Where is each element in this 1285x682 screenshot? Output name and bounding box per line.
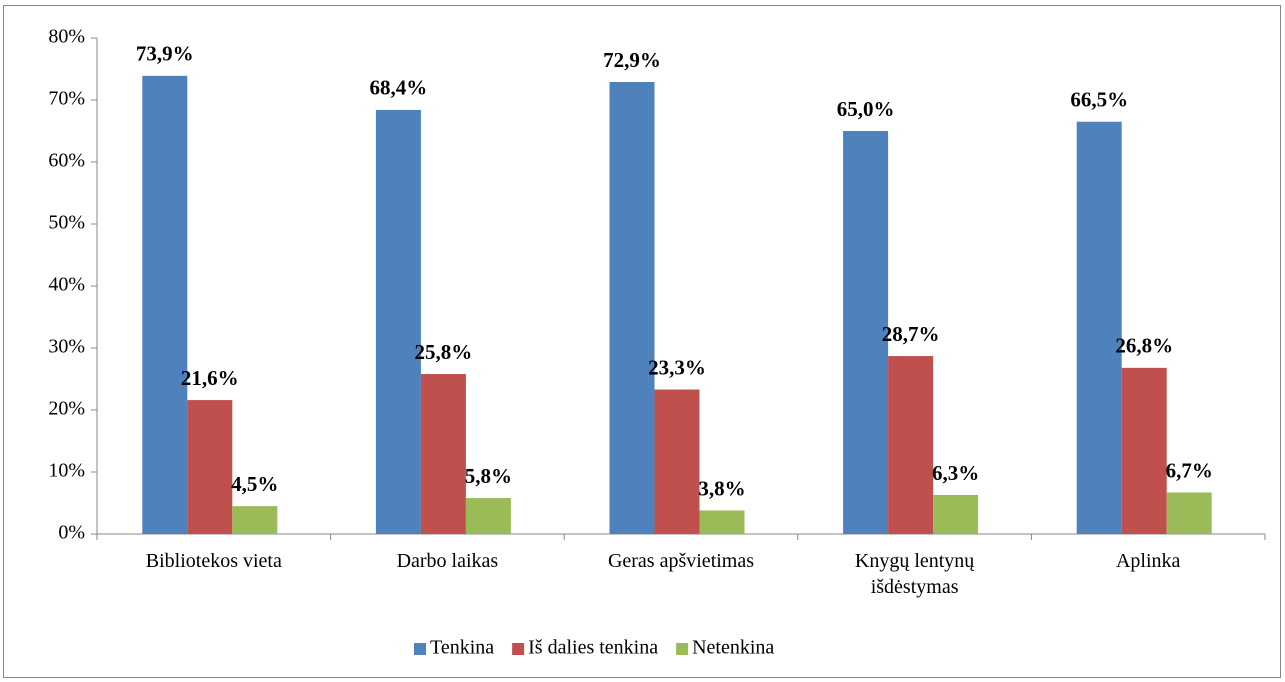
data-label: 4,5% <box>231 472 278 496</box>
bar <box>654 389 700 534</box>
x-tick-label-box: Aplinka <box>1115 550 1181 572</box>
bar <box>888 356 934 534</box>
bar <box>699 510 745 534</box>
bar <box>375 109 421 535</box>
y-tick-label: 40% <box>48 274 85 296</box>
bar <box>142 75 188 534</box>
y-tick-label: 80% <box>48 26 85 48</box>
bar <box>1076 121 1122 534</box>
data-label: 25,8% <box>415 340 473 364</box>
x-tick-label: Bibliotekos vieta <box>145 550 282 572</box>
data-label: 72,9% <box>603 48 661 72</box>
data-label: 73,9% <box>136 42 194 66</box>
x-tick-label-box: Bibliotekos vieta <box>145 550 282 572</box>
x-tick-label: Knygų lentynų išdėstymas <box>854 550 975 598</box>
data-label: 26,8% <box>1115 334 1173 358</box>
legend-label: Tenkina <box>430 637 494 659</box>
x-tick-label: Darbo laikas <box>396 550 499 572</box>
x-tick-label: Geras apšvietimas <box>607 550 755 572</box>
bar <box>465 498 511 534</box>
data-label: 6,3% <box>932 461 979 485</box>
x-tick-label-box: Knygų lentynų išdėstymas <box>854 550 975 598</box>
legend-swatch <box>512 643 525 655</box>
y-tick-label: 0% <box>58 522 85 544</box>
data-label: 21,6% <box>181 366 239 390</box>
y-tick-label: 50% <box>48 212 85 234</box>
bar <box>232 506 278 534</box>
legend-swatch <box>676 643 689 655</box>
y-tick-label: 20% <box>48 398 85 420</box>
data-label: 23,3% <box>648 355 706 379</box>
y-tick-label: 10% <box>48 460 85 482</box>
x-tick-label-box: Darbo laikas <box>396 550 499 572</box>
y-tick-label: 30% <box>48 336 85 358</box>
x-tick-label-box: Geras apšvietimas <box>607 550 755 572</box>
data-label: 68,4% <box>370 76 428 100</box>
data-label: 65,0% <box>837 97 895 121</box>
y-tick-label: 70% <box>48 88 85 110</box>
x-tick-label: Aplinka <box>1115 550 1181 572</box>
bar <box>187 400 233 534</box>
data-label: 66,5% <box>1070 88 1128 112</box>
bar <box>609 82 655 535</box>
data-label: 6,7% <box>1166 458 1213 482</box>
legend-swatch <box>414 643 426 655</box>
bar <box>1166 492 1212 534</box>
y-tick-label: 60% <box>48 150 85 172</box>
bar <box>420 374 466 534</box>
data-label: 5,8% <box>465 464 512 488</box>
bar <box>843 131 889 534</box>
data-label: 28,7% <box>882 322 940 346</box>
data-label: 3,8% <box>698 476 745 500</box>
bar <box>1121 367 1167 534</box>
legend-label: Iš dalies tenkina <box>528 637 658 659</box>
legend-label: Netenkina <box>692 637 774 659</box>
bar <box>933 494 979 534</box>
